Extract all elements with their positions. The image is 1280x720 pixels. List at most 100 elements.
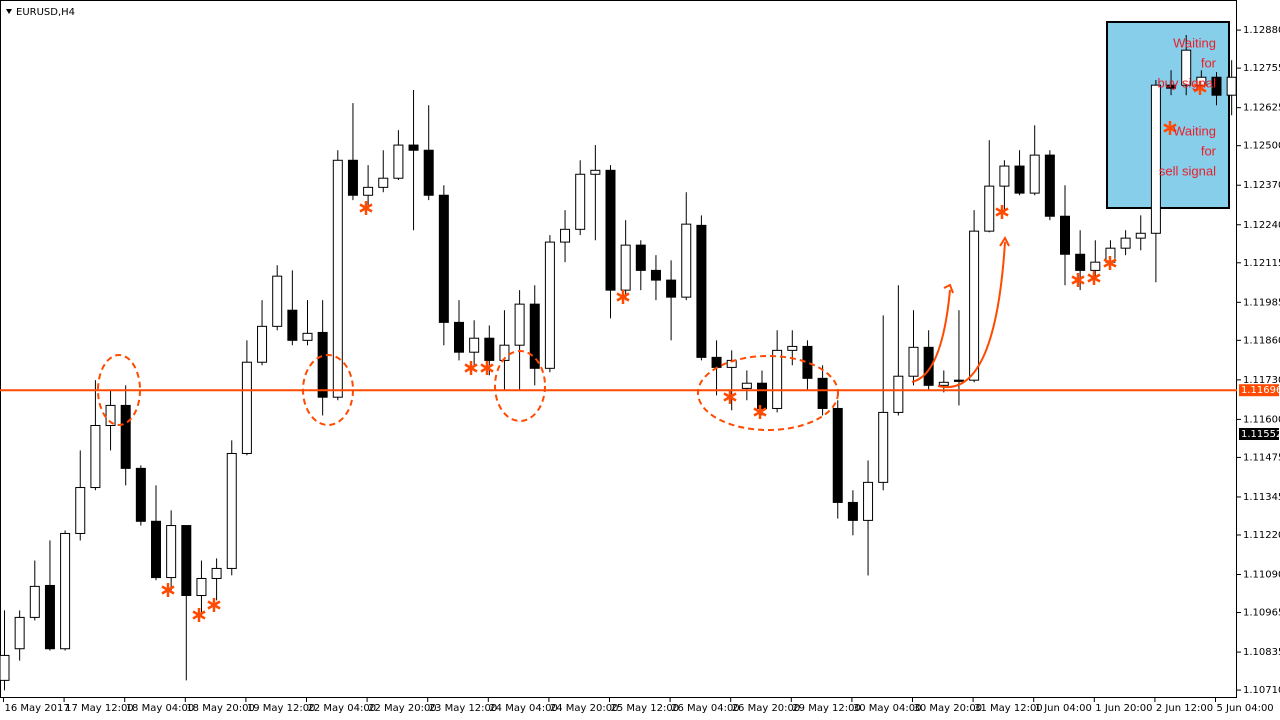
x-tick-label: 24 May 20:00 xyxy=(550,703,619,714)
candle-body xyxy=(438,194,449,323)
plot-frame xyxy=(0,0,1237,698)
candle-body xyxy=(953,379,964,382)
candle-body xyxy=(923,346,934,386)
candle-body xyxy=(135,467,146,522)
y-tick-label: 1.12500 xyxy=(1243,141,1280,152)
candle-body xyxy=(757,382,767,409)
candle-body xyxy=(620,244,631,291)
candle-body xyxy=(1075,253,1086,271)
candle-body xyxy=(1044,154,1055,217)
x-tick-label: 25 May 12:00 xyxy=(611,703,680,714)
candle-body xyxy=(469,337,480,353)
x-tick-label: 19 May 12:00 xyxy=(247,703,316,714)
candle-body xyxy=(999,165,1010,187)
candle-body xyxy=(863,481,874,521)
candle-body xyxy=(544,241,555,369)
candle-body xyxy=(181,525,192,597)
candle-body xyxy=(1181,49,1192,86)
candle-body xyxy=(317,331,328,398)
candle-body xyxy=(666,279,677,298)
candle-body xyxy=(1060,215,1070,255)
candle-body xyxy=(575,173,586,230)
y-tick-label: 1.12370 xyxy=(1243,180,1280,191)
arrow-head xyxy=(943,283,954,294)
candle-body xyxy=(363,186,374,196)
x-tick-label: 30 May 20:00 xyxy=(914,703,983,714)
candle-body xyxy=(832,407,843,503)
y-tick-label: 1.12115 xyxy=(1243,258,1280,269)
y-tick-label: 1.12755 xyxy=(1243,63,1280,74)
candle-body xyxy=(1029,154,1040,194)
candle-body xyxy=(635,244,646,271)
candle-body xyxy=(226,452,237,569)
x-tick-label: 23 May 12:00 xyxy=(429,703,498,714)
candle-body xyxy=(151,520,161,579)
x-tick-label: 31 May 12:00 xyxy=(974,703,1043,714)
candle-body xyxy=(257,325,268,363)
annotation: Waiting xyxy=(1173,35,1216,50)
y-tick-label: 1.12240 xyxy=(1243,220,1280,231)
price-label-bg xyxy=(1239,384,1279,397)
candle-body xyxy=(272,275,283,327)
y-tick-label: 1.11220 xyxy=(1243,530,1280,541)
arrow-head xyxy=(999,235,1010,247)
arrow xyxy=(937,241,1006,389)
y-tick-label: 1.11860 xyxy=(1243,335,1280,346)
candle-body xyxy=(514,303,525,346)
x-tick-label: 26 May 04:00 xyxy=(671,703,740,714)
annotation: for xyxy=(1201,143,1217,158)
price-label-bg xyxy=(1239,428,1279,441)
candle-body xyxy=(378,177,389,188)
candle-body xyxy=(484,337,495,361)
candle-body xyxy=(681,223,692,298)
candle-body xyxy=(166,525,177,579)
candle-body xyxy=(287,309,298,341)
candle-body xyxy=(60,532,71,650)
signal-box xyxy=(1106,21,1230,209)
y-tick-label: 1.10710 xyxy=(1243,685,1280,696)
candle-body xyxy=(696,224,707,358)
x-tick-label: 17 May 12:00 xyxy=(65,703,134,714)
candle-body xyxy=(302,332,313,341)
candle-body xyxy=(0,654,10,681)
candle-body xyxy=(120,404,131,469)
annotation: sell signal xyxy=(1159,163,1216,178)
candle-body xyxy=(1135,232,1146,239)
candle-body xyxy=(847,501,858,521)
y-tick-label: 1.11345 xyxy=(1243,492,1280,503)
candle-body xyxy=(650,269,661,281)
x-tick-label: 22 May 20:00 xyxy=(368,703,437,714)
circle xyxy=(697,355,839,431)
candle-body xyxy=(105,404,116,426)
chart-title: EURUSD,H4 xyxy=(16,7,75,18)
candle-body xyxy=(499,344,510,361)
y-tick-label: 1.11730 xyxy=(1243,375,1280,386)
candle-body xyxy=(44,584,55,650)
y-tick-label: 1.11985 xyxy=(1243,297,1280,308)
candle-body xyxy=(802,345,813,379)
candle-body xyxy=(75,487,86,534)
candle-body xyxy=(1090,261,1101,271)
candle-body xyxy=(1211,76,1222,96)
x-tick-label: 1 Jun 20:00 xyxy=(1095,703,1152,714)
price-label: 1.11696 xyxy=(1241,385,1280,396)
y-tick-label: 1.10965 xyxy=(1243,608,1280,619)
candle-body xyxy=(560,228,571,243)
candle-body xyxy=(1226,76,1237,96)
x-tick-label: 30 May 04:00 xyxy=(853,703,922,714)
x-tick-label: 2 Jun 12:00 xyxy=(1156,703,1213,714)
candle-body xyxy=(878,411,889,483)
candle-body xyxy=(211,567,222,579)
candle-body xyxy=(605,169,616,291)
candle-body xyxy=(14,616,25,650)
y-tick-label: 1.11600 xyxy=(1243,414,1280,425)
candle-body xyxy=(529,303,540,369)
candle-body xyxy=(393,144,404,179)
x-tick-label: 26 May 20:00 xyxy=(732,703,801,714)
annotation: buy signal xyxy=(1157,75,1216,90)
x-tick-label: 5 Jun 04:00 xyxy=(1217,703,1274,714)
circle xyxy=(494,350,546,422)
candle-body xyxy=(423,149,434,196)
y-tick-label: 1.12625 xyxy=(1243,103,1280,114)
